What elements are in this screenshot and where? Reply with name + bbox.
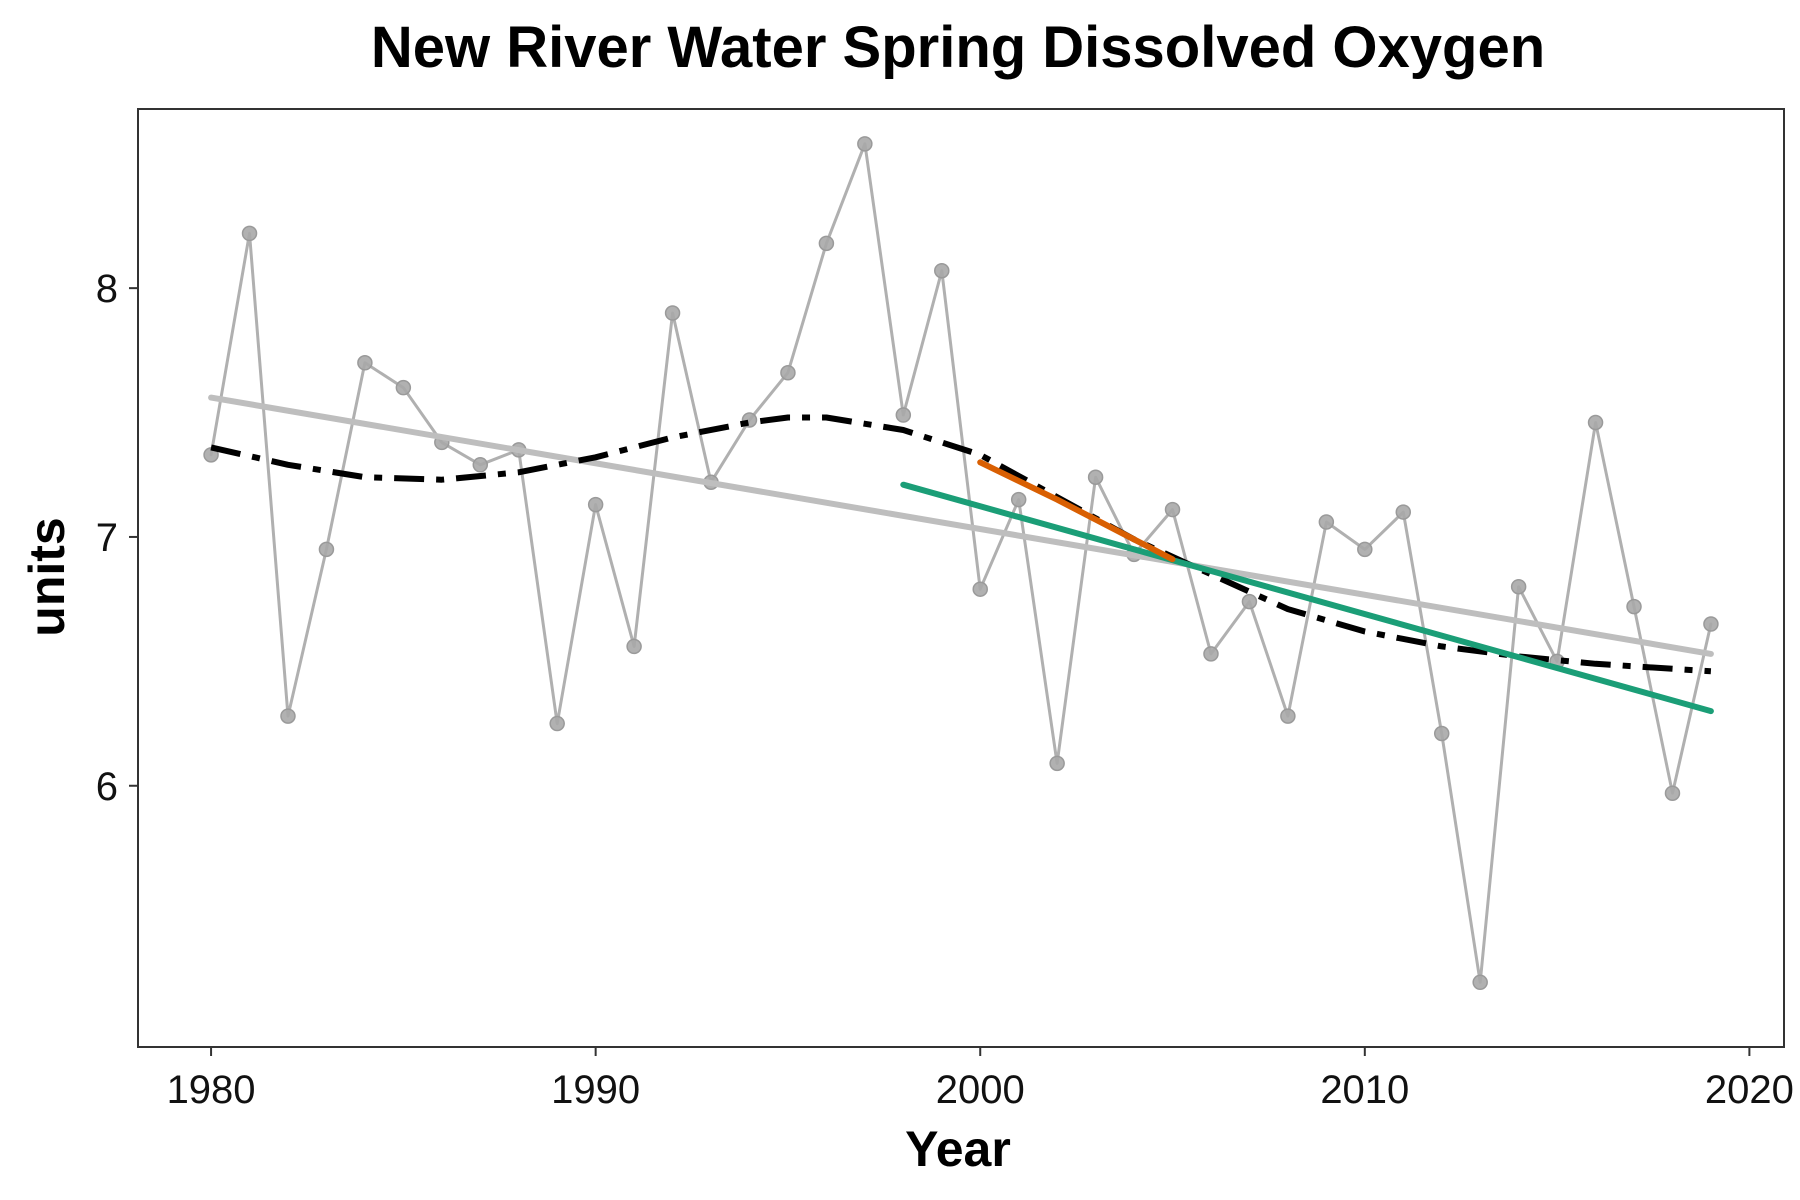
data-point [972, 581, 988, 597]
data-point [1280, 708, 1296, 724]
data-point [587, 496, 604, 513]
series-layer [203, 136, 1719, 991]
y-axis-title: units [19, 517, 75, 636]
x-tick-label: 2010 [1320, 1068, 1409, 1112]
plot-panel [137, 108, 1785, 1048]
x-tick-label: 2020 [1705, 1068, 1794, 1112]
x-tick-label: 1980 [167, 1068, 256, 1112]
data-point [549, 715, 565, 732]
data-point [1203, 646, 1219, 662]
y-axis: 6 7 8 [96, 267, 138, 809]
x-axis: 1980 1990 2000 2010 2020 [167, 1047, 1794, 1112]
smooth-fit-line [210, 414, 1712, 675]
x-tick-label: 1990 [551, 1068, 640, 1112]
data-point [780, 364, 796, 381]
data-point [1357, 541, 1373, 558]
data-point [934, 262, 950, 279]
data-point [280, 708, 296, 724]
data-point [1626, 598, 1642, 615]
data-point [1010, 491, 1027, 508]
data-point [1241, 593, 1258, 610]
data-point [241, 225, 258, 242]
data-point [1318, 514, 1335, 530]
data-point [1433, 725, 1450, 742]
data-point [318, 541, 335, 558]
x-tick-label: 2000 [936, 1068, 1025, 1112]
data-point [664, 305, 681, 321]
recent-trend-line [900, 481, 1714, 715]
data-point [1703, 616, 1719, 632]
x-axis-title: Year [905, 1121, 1011, 1177]
data-point [818, 235, 835, 252]
data-point [395, 379, 412, 396]
y-tick-label: 6 [96, 765, 118, 809]
data-point [1395, 504, 1412, 520]
data-point [472, 457, 489, 473]
long-term-trend-line [208, 394, 1714, 657]
observed-line [209, 142, 1713, 984]
chart-title: New River Water Spring Dissolved Oxygen [371, 15, 1545, 80]
data-point [1664, 785, 1681, 801]
data-point [1049, 755, 1065, 772]
data-point [1472, 974, 1488, 991]
data-point [626, 638, 642, 655]
segment-trend-line [977, 459, 1176, 563]
data-point [857, 136, 873, 152]
data-point [1087, 469, 1104, 485]
data-point [895, 407, 912, 423]
data-point [1510, 578, 1527, 595]
data-point [357, 355, 373, 371]
data-point [1164, 501, 1181, 518]
data-point [1587, 414, 1604, 431]
y-tick-label: 8 [96, 267, 118, 311]
y-tick-label: 7 [96, 516, 118, 560]
